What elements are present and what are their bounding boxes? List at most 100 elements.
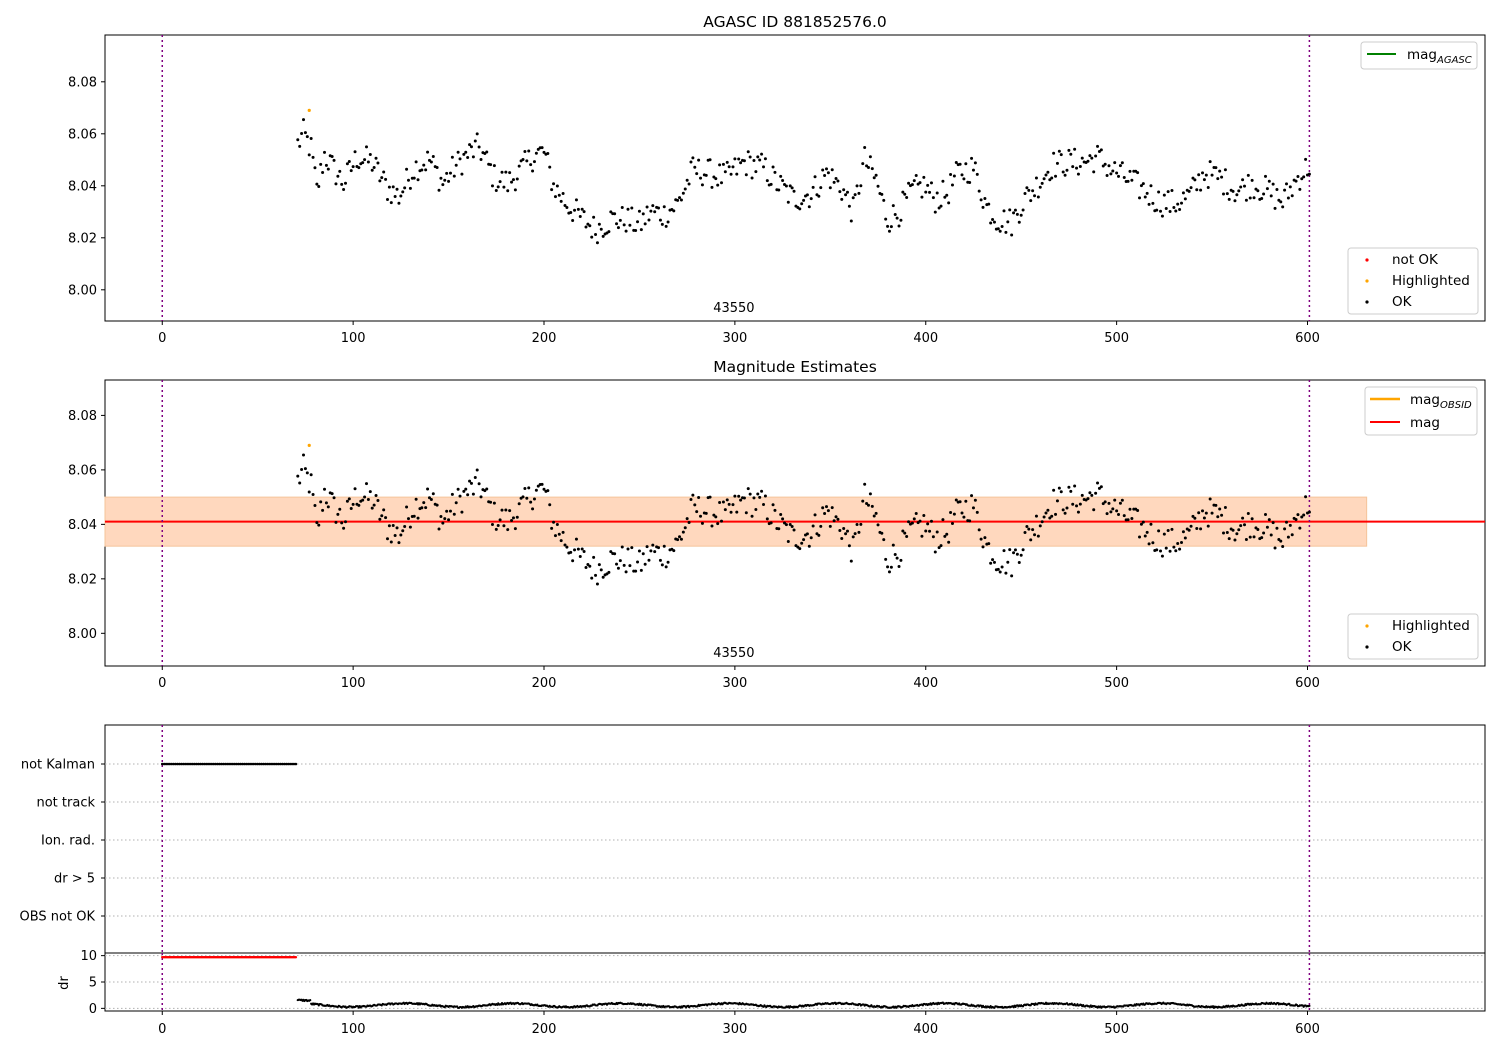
not-kalman-point <box>191 762 195 766</box>
ok-point <box>952 512 956 516</box>
ok-point <box>739 161 743 165</box>
ok-point <box>1248 535 1252 539</box>
ok-point <box>861 499 865 503</box>
ok-point <box>773 170 777 174</box>
ok-point <box>1222 192 1226 196</box>
ok-point <box>895 556 899 560</box>
ok-point <box>1071 502 1075 506</box>
ok-point <box>1275 188 1279 192</box>
x-tick-label: 0 <box>158 1022 166 1037</box>
ok-legend-marker <box>1365 300 1369 304</box>
ok-point <box>950 521 954 525</box>
ok-point <box>1103 162 1107 166</box>
ok-point <box>1243 184 1247 188</box>
ok-point <box>527 486 531 490</box>
ok-point <box>1252 535 1256 539</box>
not-kalman-point <box>277 762 280 766</box>
ok-point <box>1265 525 1269 529</box>
ok-point <box>1092 508 1096 512</box>
ok-point <box>615 222 619 226</box>
ok-point <box>1078 502 1082 506</box>
ok-point <box>813 175 817 179</box>
ok-point <box>897 564 901 568</box>
ok-point <box>693 165 697 169</box>
ok-point <box>637 209 641 213</box>
ok-point <box>929 181 933 185</box>
ok-point <box>954 498 958 502</box>
ok-point <box>939 544 943 548</box>
ok-point <box>302 453 306 457</box>
ok-point <box>338 507 342 511</box>
ok-point <box>1126 518 1130 522</box>
ok-point <box>876 184 880 188</box>
not-kalman-point <box>227 762 231 766</box>
ok-point <box>979 537 983 541</box>
ok-point <box>351 502 355 506</box>
ok-point <box>752 159 756 163</box>
y-tick-label: 8.02 <box>68 572 97 587</box>
ok-point <box>744 511 748 515</box>
ok-point <box>971 168 975 172</box>
ok-point <box>1174 549 1178 553</box>
not-kalman-point <box>206 762 210 766</box>
ok-point <box>695 510 699 514</box>
ok-point <box>744 173 748 177</box>
ok-point <box>1269 533 1273 537</box>
not-kalman-point <box>279 762 282 766</box>
ok-point <box>874 511 878 515</box>
ok-point <box>989 221 993 225</box>
ok-point <box>1237 528 1241 532</box>
ok-point <box>1233 538 1237 542</box>
ok-point <box>1105 174 1109 178</box>
ok-legend-label-2: OK <box>1392 639 1413 655</box>
ok-point <box>884 557 888 561</box>
ok-point <box>454 501 458 505</box>
ok-point <box>1130 517 1134 521</box>
ok-point <box>983 536 987 540</box>
ok-point <box>1220 513 1224 517</box>
x-tick-label: 500 <box>1104 331 1129 346</box>
not-ok-legend-label: not OK <box>1392 252 1439 268</box>
flag-category-label: dr > 5 <box>54 872 95 887</box>
not-kalman-point <box>269 762 273 766</box>
ok-point <box>1029 538 1033 542</box>
ok-point <box>1147 542 1151 546</box>
ok-point <box>389 201 393 205</box>
ok-point <box>845 529 849 533</box>
ok-point <box>525 496 529 500</box>
ok-point <box>319 162 323 166</box>
ok-point <box>939 204 943 208</box>
y-tick-label: 8.02 <box>68 231 97 246</box>
ok-point <box>763 157 767 161</box>
ok-point <box>1181 191 1185 195</box>
ok-point <box>895 216 899 220</box>
ok-point <box>718 163 722 167</box>
ok-point <box>651 543 655 547</box>
ok-point <box>1302 513 1306 517</box>
ok-point <box>376 161 380 165</box>
ok-point <box>1281 545 1285 549</box>
ok-point <box>498 518 502 522</box>
ok-point <box>590 235 594 239</box>
ok-point <box>548 165 552 169</box>
ok-point <box>849 559 853 563</box>
ok-point <box>576 547 580 551</box>
ok-point <box>431 492 435 496</box>
ok-point <box>437 527 441 531</box>
ok-point <box>1130 178 1134 182</box>
ok-point <box>737 157 741 161</box>
ok-point <box>1057 149 1061 153</box>
ok-point <box>399 533 403 537</box>
ok-point <box>490 184 494 188</box>
ok-point <box>710 524 714 528</box>
ok-point <box>1195 188 1199 192</box>
ok-point <box>546 152 550 156</box>
ok-point <box>445 171 449 175</box>
ok-point <box>861 162 865 166</box>
ok-point <box>1273 206 1277 210</box>
ok-point <box>912 179 916 183</box>
ok-point <box>641 552 645 556</box>
x-tick-label: 100 <box>341 331 366 346</box>
y-tick-label: 8.08 <box>68 75 97 90</box>
ok-point <box>1122 514 1126 518</box>
